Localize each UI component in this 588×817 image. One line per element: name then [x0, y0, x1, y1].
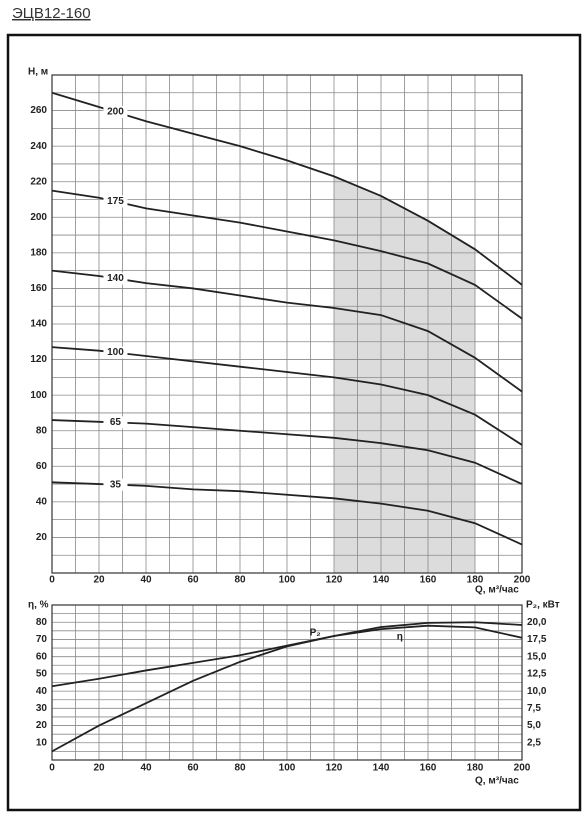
- y-tick-label: 80: [36, 617, 48, 628]
- curve: [51, 189, 523, 320]
- x-tick-label: 80: [234, 763, 246, 774]
- y-tick-label: 100: [30, 390, 47, 401]
- y-tick-label: 50: [36, 669, 48, 680]
- curve: [51, 91, 523, 286]
- curve: [51, 346, 523, 446]
- y-axis-title: H, м: [28, 67, 48, 78]
- y-tick-label: 20: [36, 720, 48, 731]
- label-gap: [103, 105, 128, 118]
- x-tick-label: 0: [49, 575, 55, 586]
- y2-tick-label: 17,5: [527, 634, 547, 645]
- x-tick-label: 160: [420, 763, 437, 774]
- y-tick-label: 120: [30, 354, 47, 365]
- x-tick-label: 120: [326, 763, 343, 774]
- x-axis-title: Q, м³/час: [475, 585, 519, 596]
- label-gap: [103, 272, 128, 285]
- x-tick-label: 140: [373, 575, 390, 586]
- y-tick-label: 140: [30, 319, 47, 330]
- y2-tick-label: 2,5: [527, 737, 541, 748]
- x-tick-label: 20: [93, 575, 105, 586]
- curve-label: 35: [110, 479, 122, 490]
- plot-frame: [51, 74, 523, 574]
- y-tick-label: 180: [30, 247, 47, 258]
- y-tick-label: 70: [36, 634, 48, 645]
- x-tick-label: 160: [420, 575, 437, 586]
- y-tick-label: 220: [30, 176, 47, 187]
- curve: [51, 419, 523, 485]
- curve: [51, 269, 523, 393]
- label-gap: [103, 346, 128, 359]
- curve-label: 175: [107, 196, 124, 207]
- curve-label: 140: [107, 273, 124, 284]
- x-tick-label: 120: [326, 575, 343, 586]
- curve-label: P₂: [310, 627, 321, 638]
- y-tick-label: 40: [36, 686, 48, 697]
- curve-label: 200: [107, 107, 124, 118]
- x-tick-label: 200: [514, 575, 531, 586]
- x-tick-label: 140: [373, 763, 390, 774]
- x-tick-label: 180: [467, 763, 484, 774]
- y-tick-label: 260: [30, 105, 47, 116]
- y2-tick-label: 7,5: [527, 703, 541, 714]
- y2-tick-label: 10,0: [527, 686, 547, 697]
- curve: [51, 481, 523, 546]
- y-tick-label: 40: [36, 496, 48, 507]
- y-axis-title: η, %: [28, 600, 49, 611]
- x-tick-label: 100: [279, 763, 296, 774]
- curve: [51, 621, 523, 688]
- frame: [6, 33, 582, 812]
- x-tick-label: 100: [279, 575, 296, 586]
- y-tick-label: 160: [30, 283, 47, 294]
- x-tick-label: 0: [49, 763, 55, 774]
- y-tick-label: 80: [36, 425, 48, 436]
- y-tick-label: 240: [30, 141, 47, 152]
- chart-title: ЭЦВ12-160: [12, 5, 91, 22]
- plot-frame: [51, 604, 523, 761]
- curve-label: η: [397, 631, 403, 642]
- y2-tick-label: 20,0: [527, 617, 547, 628]
- curve-label: 100: [107, 347, 124, 358]
- x-tick-label: 180: [467, 575, 484, 586]
- label-gap: [103, 478, 128, 491]
- x-tick-label: 60: [187, 763, 199, 774]
- y-tick-label: 60: [36, 651, 48, 662]
- x-axis-title: Q, м³/час: [475, 776, 519, 787]
- x-tick-label: 60: [187, 575, 199, 586]
- y2-tick-label: 12,5: [527, 669, 547, 680]
- y2-axis-title: P₂, кВт: [526, 600, 560, 611]
- x-tick-label: 40: [140, 575, 152, 586]
- curve-label: 65: [110, 417, 122, 428]
- x-tick-label: 200: [514, 763, 531, 774]
- y-tick-label: 20: [36, 532, 48, 543]
- y-tick-label: 60: [36, 461, 48, 472]
- y2-tick-label: 5,0: [527, 720, 541, 731]
- label-gap: [103, 195, 128, 208]
- y-tick-label: 10: [36, 737, 48, 748]
- x-tick-label: 80: [234, 575, 246, 586]
- x-tick-label: 20: [93, 763, 105, 774]
- y-tick-label: 200: [30, 212, 47, 223]
- y2-tick-label: 15,0: [527, 651, 547, 662]
- y-tick-label: 30: [36, 703, 48, 714]
- x-tick-label: 40: [140, 763, 152, 774]
- label-gap: [103, 416, 128, 429]
